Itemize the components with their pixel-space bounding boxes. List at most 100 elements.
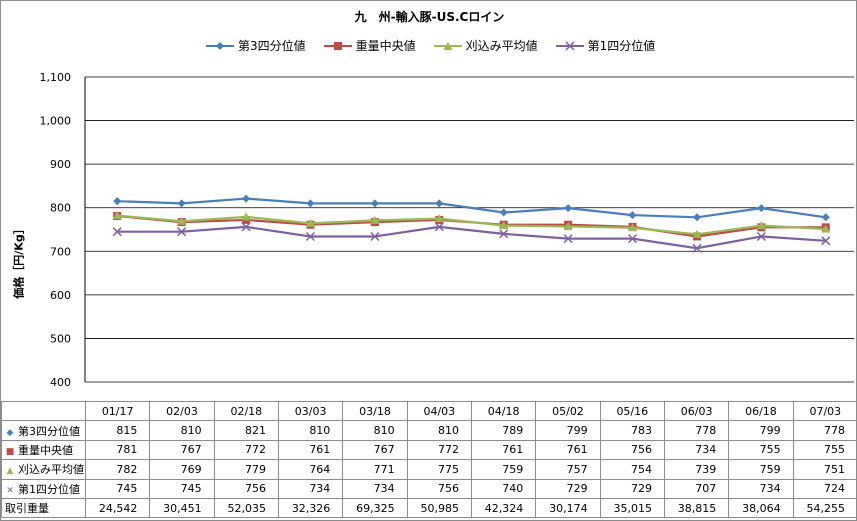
table-row-label: ◆ 第3四分位値 [1, 420, 86, 441]
series-marker-icon: ✕ [6, 485, 14, 496]
table-cell: 761 [470, 439, 537, 461]
x-tick-label: 03/03 [277, 400, 344, 422]
table-cell: 54,255 [792, 497, 857, 519]
data-point [112, 227, 122, 237]
x-tick-label: 01/17 [84, 400, 151, 422]
y-tick-label: 800 [50, 202, 71, 215]
table-cell: 755 [728, 439, 794, 461]
x-tick-label: 06/18 [728, 400, 794, 422]
series-line [117, 197, 826, 219]
table-corner [1, 400, 86, 422]
chart-title: 九 州-輸入豚-US.Cロイン [354, 10, 505, 24]
data-point [113, 197, 122, 206]
data-point [305, 231, 315, 242]
data-point [757, 204, 766, 213]
legend-item: 刈込み平均値 [433, 37, 538, 54]
legend-item: 第1四分位値 [555, 37, 656, 54]
table-cell: 707 [663, 478, 730, 499]
data-point [499, 208, 508, 217]
table-row: ✕ 第1四分位値 745 745 756 734 734 756 740 729 729 707 734… [1, 478, 857, 499]
table-cell: 767 [149, 439, 215, 461]
x-tick-label: 06/03 [663, 400, 730, 422]
x-tick-label: 05/16 [599, 400, 665, 422]
x-tick-label: 07/03 [792, 400, 857, 422]
data-point [821, 236, 831, 246]
series-name: 重量中央値 [18, 443, 73, 457]
data-point [370, 231, 380, 242]
table-cell: 771 [342, 459, 408, 480]
table-cell: 734 [728, 478, 794, 499]
y-tick-label: 1,100 [40, 71, 72, 84]
table-cell: 759 [470, 459, 537, 480]
x-tick-label: 04/18 [470, 400, 537, 422]
series-marker-icon: ▲ [6, 466, 14, 477]
table-cell: 799 [728, 420, 794, 441]
data-point [434, 214, 444, 223]
table-cell: 729 [599, 478, 665, 499]
series-name: 第3四分位値 [18, 424, 80, 438]
series-line [117, 214, 826, 236]
table-cell: 764 [277, 459, 344, 480]
table-cell: 754 [599, 459, 665, 480]
data-point [499, 229, 509, 239]
table-cell: 772 [406, 439, 472, 461]
legend-item: 第3四分位値 [206, 37, 306, 54]
legend-marker-square [323, 41, 352, 50]
legend-label: 刈込み平均値 [465, 39, 538, 53]
data-point [692, 229, 702, 238]
table-cell: 783 [599, 420, 665, 441]
data-point [821, 224, 831, 233]
data-point [177, 216, 187, 225]
data-point [564, 204, 573, 213]
table-row: ▲ 刈込み平均値 782 769 779 764 771 775 759 757 754 739 759… [1, 459, 857, 480]
table-row: 取引重量 24,542 30,451 52,035 32,326 69,325 50,985… [1, 497, 857, 519]
table-cell: 745 [149, 478, 215, 499]
table-cell: 30,174 [535, 497, 601, 519]
table-cell: 815 [84, 420, 151, 441]
x-tick-label: 04/03 [406, 400, 472, 422]
data-point [692, 213, 701, 222]
data-point [692, 243, 702, 253]
table-row: ■ 重量中央値 781 767 772 761 767 772 761 761 756 734 755 7… [1, 439, 857, 461]
table-cell: 42,324 [470, 497, 537, 519]
y-tick-label: 1,000 [40, 115, 72, 128]
legend-label: 第3四分位値 [238, 39, 306, 53]
table-cell: 769 [149, 459, 215, 480]
table-cell: 740 [470, 478, 537, 499]
table-cell: 775 [406, 459, 472, 480]
y-tick-label: 700 [50, 245, 71, 258]
table-cell: 779 [213, 459, 279, 480]
series-line [117, 225, 826, 250]
y-tick-label: 600 [50, 289, 71, 302]
y-tick-label: 900 [50, 158, 71, 171]
table-cell: 810 [342, 420, 408, 441]
table-cell: 69,325 [342, 497, 408, 519]
data-point [112, 211, 122, 220]
table-cell: 772 [213, 439, 279, 461]
table-cell: 734 [277, 478, 344, 499]
data-point [177, 227, 187, 237]
table-cell: 30,451 [149, 497, 215, 519]
table-cell: 32,326 [277, 497, 344, 519]
data-point [434, 222, 444, 232]
table-cell: 757 [535, 459, 601, 480]
table-cell: 24,542 [84, 497, 151, 519]
table-row-label: ■ 重量中央値 [1, 439, 86, 461]
table-cell: 761 [535, 439, 601, 461]
data-point [628, 223, 638, 232]
data-point [242, 194, 251, 203]
table-cell: 810 [406, 420, 472, 441]
data-point [563, 221, 573, 230]
legend-marker-triangle [433, 41, 462, 50]
data-point [370, 199, 379, 208]
table-cell: 810 [277, 420, 344, 441]
table-cell: 734 [663, 439, 730, 461]
table-row-label: ▲ 刈込み平均値 [1, 459, 86, 480]
table-cell: 778 [792, 420, 857, 441]
data-point [756, 221, 766, 230]
table-header-row: 01/17 02/03 02/18 03/03 03/18 04/03 04/18 05/02… [1, 400, 857, 422]
table-cell: 745 [84, 478, 151, 499]
table-cell: 782 [84, 459, 151, 480]
legend-label: 第1四分位値 [587, 39, 656, 53]
table-cell: 778 [663, 420, 730, 441]
